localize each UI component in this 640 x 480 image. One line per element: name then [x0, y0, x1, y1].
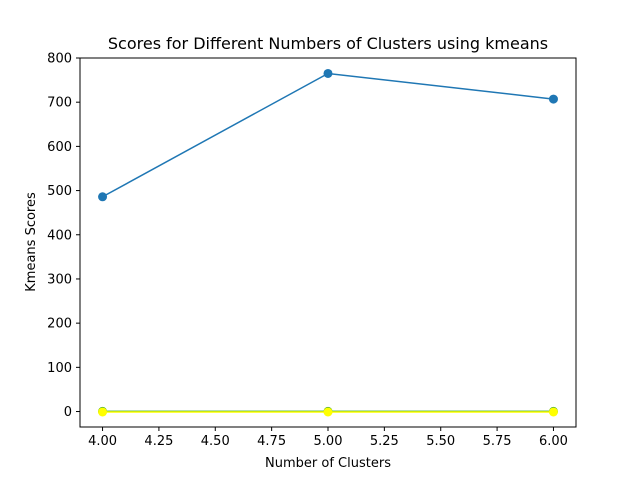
- x-tick-label: 4.00: [88, 434, 117, 449]
- series-3-point: [548, 407, 558, 417]
- series-3-point: [98, 407, 108, 417]
- y-tick-label: 100: [47, 361, 72, 376]
- y-axis: 0 100 200 300 400 500 600 700 800: [47, 52, 80, 420]
- x-tick-label: 5.25: [370, 434, 399, 449]
- x-tick-label: 5.00: [314, 434, 343, 449]
- plot-area: [80, 58, 576, 427]
- y-tick-label: 0: [64, 405, 72, 420]
- x-tick-label: 4.25: [144, 434, 173, 449]
- series-1-point: [548, 94, 558, 104]
- x-tick-label: 4.75: [257, 434, 286, 449]
- x-tick-label: 5.75: [483, 434, 512, 449]
- series-3-point: [323, 407, 333, 417]
- series-layer: [98, 68, 558, 417]
- y-tick-label: 500: [47, 184, 72, 199]
- series-1-point: [323, 68, 333, 78]
- y-axis-label: Kmeans Scores: [24, 192, 39, 292]
- y-tick-label: 800: [47, 52, 72, 67]
- y-tick-label: 600: [47, 140, 72, 155]
- y-tick-label: 200: [47, 317, 72, 332]
- chart-title: Scores for Different Numbers of Clusters…: [108, 34, 548, 53]
- series-1-point: [98, 192, 108, 202]
- x-tick-label: 5.50: [426, 434, 455, 449]
- plot-frame: [79, 57, 577, 428]
- x-tick-label: 4.50: [201, 434, 230, 449]
- y-tick-label: 300: [47, 272, 72, 287]
- x-axis: 4.00 4.25 4.50 4.75 5.00 5.25 5.50 5.75 6.00: [88, 427, 568, 449]
- y-tick-label: 700: [47, 96, 72, 111]
- y-tick-label: 400: [47, 228, 72, 243]
- x-tick-label: 6.00: [539, 434, 568, 449]
- x-axis-label: Number of Clusters: [265, 456, 391, 471]
